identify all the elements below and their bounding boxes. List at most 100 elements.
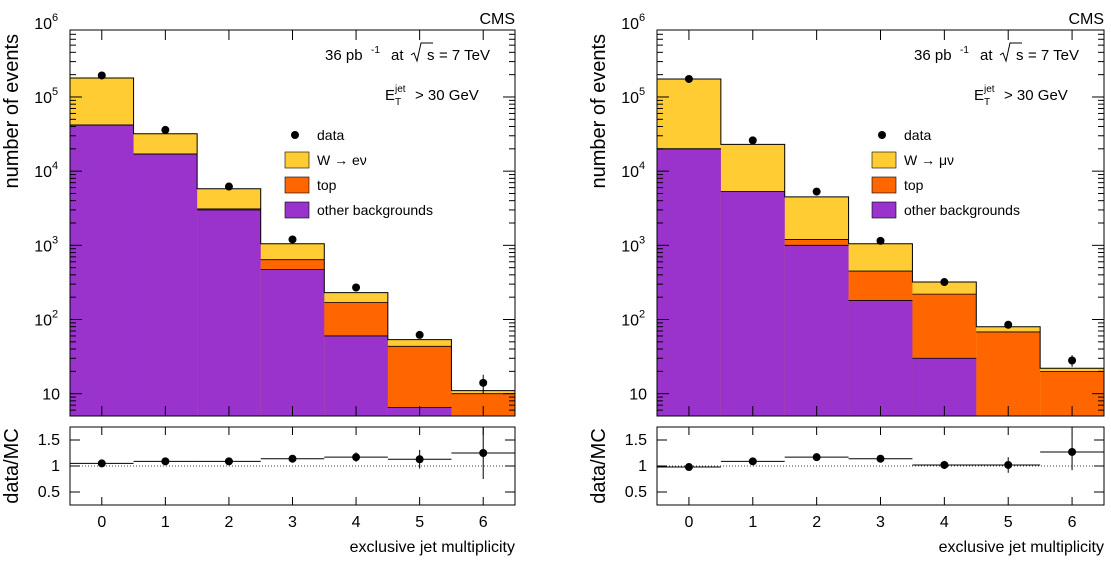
ytick-label: 10 xyxy=(621,313,639,330)
xtick-label: 3 xyxy=(288,514,297,531)
at-word: at xyxy=(391,47,404,64)
energy-label: = 7 TeV xyxy=(439,47,490,64)
ratio-point-3 xyxy=(288,454,297,463)
cut-sup: jet xyxy=(983,84,995,95)
ratio-axis-label: data/MC xyxy=(1,428,23,504)
legend-data-label: data xyxy=(904,127,931,143)
legend-data-marker xyxy=(291,131,299,139)
lumi-label: 36 pb xyxy=(914,47,952,64)
ytick-label: 10 xyxy=(34,238,52,255)
legend-swatch-0 xyxy=(284,201,310,219)
xtick-label: 4 xyxy=(352,514,361,531)
ytick-label: 10 xyxy=(621,16,639,33)
data-point-2 xyxy=(812,187,821,196)
ratio-point-1 xyxy=(748,457,757,466)
ratio-point-2 xyxy=(224,457,233,466)
legend-label-1: top xyxy=(904,177,924,193)
stack-group xyxy=(657,78,1104,416)
ytick-exp: 2 xyxy=(639,309,645,321)
cut-et: E xyxy=(385,87,395,104)
lumi-exponent: -1 xyxy=(960,45,969,56)
ratio-point-2 xyxy=(812,453,821,462)
legend-label-0: other backgrounds xyxy=(904,202,1020,218)
ytick-exp: 3 xyxy=(639,234,645,246)
legend-swatch-2 xyxy=(284,151,310,169)
ratio-tick-label: 1.5 xyxy=(38,432,60,449)
data-point-5 xyxy=(415,330,424,339)
ratio-point-4 xyxy=(940,460,949,469)
experiment-label: CMS xyxy=(479,11,515,28)
bar-0-2 xyxy=(197,209,261,416)
ytick-label: 10 xyxy=(621,238,639,255)
bar-0-3 xyxy=(848,300,913,416)
legend-swatch-1 xyxy=(284,176,310,194)
data-point-3 xyxy=(288,235,297,244)
xtick-label: 5 xyxy=(415,514,424,531)
lumi-exponent: -1 xyxy=(371,45,380,56)
ytick-label: 10 xyxy=(34,90,52,107)
series-boundary-1 xyxy=(657,148,1104,372)
sqrt-sign xyxy=(999,42,1022,63)
xtick-label: 0 xyxy=(97,514,106,531)
ytick-exp: 4 xyxy=(639,160,645,172)
legend-label-2: W → eν xyxy=(317,152,367,168)
data-point-4 xyxy=(940,278,949,287)
cut-sub: T xyxy=(984,97,990,108)
data-point-5 xyxy=(1004,320,1013,329)
legend-label-2: W → μν xyxy=(904,152,954,168)
legend-swatch-0 xyxy=(871,201,897,219)
ratio-point-6 xyxy=(1068,447,1077,456)
x-axis-label: exclusive jet multiplicity xyxy=(939,539,1104,556)
ratio-tick-label: 0.5 xyxy=(625,484,647,501)
bar-1-5 xyxy=(976,331,1041,416)
ytick-label: 10 xyxy=(629,387,647,404)
ytick-exp: 4 xyxy=(52,160,58,172)
ytick-exp: 5 xyxy=(639,86,645,98)
ratio-point-3 xyxy=(876,454,885,463)
bar-1-5 xyxy=(387,346,452,416)
at-word: at xyxy=(980,47,993,64)
ytick-label: 10 xyxy=(42,387,60,404)
bar-0-2 xyxy=(784,245,849,416)
sqrt-sign xyxy=(410,42,433,63)
data-point-6 xyxy=(479,378,488,387)
xtick-label: 3 xyxy=(876,514,885,531)
data-point-4 xyxy=(352,283,361,292)
ratio-tick-label: 0.5 xyxy=(38,484,60,501)
ratio-axis-label: data/MC xyxy=(588,428,610,504)
ratio-point-5 xyxy=(415,455,424,464)
bar-0-3 xyxy=(260,269,325,416)
legend-label-1: top xyxy=(317,177,337,193)
ytick-label: 10 xyxy=(621,90,639,107)
xtick-label: 1 xyxy=(161,514,170,531)
y-axis-label: number of events xyxy=(588,34,610,189)
ytick-label: 10 xyxy=(621,164,639,181)
legend-data-marker xyxy=(878,131,886,139)
ytick-label: 10 xyxy=(34,164,52,181)
xtick-label: 6 xyxy=(1068,514,1077,531)
data-point-3 xyxy=(876,236,885,245)
cut-threshold: > 30 GeV xyxy=(1004,87,1068,104)
ytick-label: 10 xyxy=(34,313,52,330)
bar-0-0 xyxy=(657,148,721,416)
bar-0-1 xyxy=(133,154,198,416)
stack-outline xyxy=(70,77,515,416)
ratio-tick-label: 1 xyxy=(51,458,60,475)
data-point-0 xyxy=(97,71,106,80)
series-boundary-1 xyxy=(70,124,515,395)
y-axis-label: number of events xyxy=(1,34,23,189)
ratio-point-4 xyxy=(352,453,361,462)
xtick-label: 1 xyxy=(748,514,757,531)
legend-swatch-1 xyxy=(871,176,897,194)
legend-label-0: other backgrounds xyxy=(317,202,433,218)
xtick-label: 6 xyxy=(479,514,488,531)
data-point-6 xyxy=(1068,356,1077,365)
data-point-0 xyxy=(684,74,693,83)
bar-0-1 xyxy=(720,191,785,416)
ytick-exp: 2 xyxy=(52,309,58,321)
lumi-label: 36 pb xyxy=(325,47,363,64)
cut-et: E xyxy=(974,87,984,104)
cut-threshold: > 30 GeV xyxy=(415,87,479,104)
